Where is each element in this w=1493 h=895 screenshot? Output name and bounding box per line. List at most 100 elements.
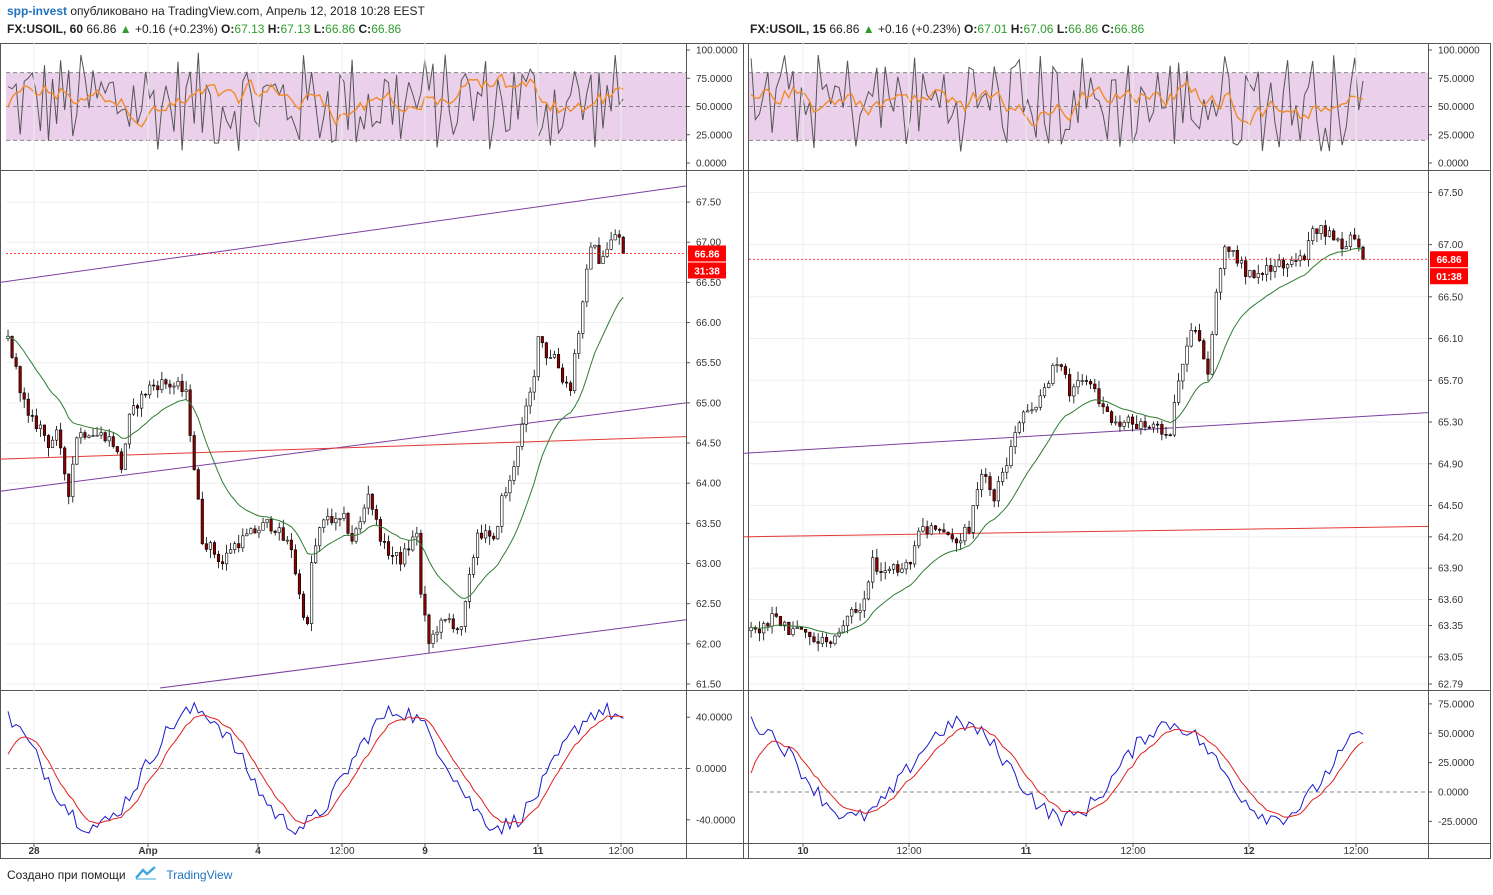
candle-body: [310, 562, 314, 624]
candle-body: [1281, 259, 1285, 269]
candle-body: [366, 493, 370, 509]
candle: [216, 550, 221, 569]
time-tick-label: 9: [422, 846, 428, 857]
candle-body: [1319, 225, 1323, 234]
candle: [459, 626, 463, 636]
candle: [220, 555, 225, 570]
candle: [845, 615, 850, 634]
candle-body: [362, 507, 366, 523]
candle: [1130, 414, 1135, 432]
candle-body: [1084, 380, 1089, 382]
candle: [399, 546, 403, 572]
footer: Создано при помощи TradingView: [7, 866, 232, 884]
candle-body: [342, 513, 346, 519]
candle: [1244, 256, 1248, 285]
candle: [1323, 220, 1327, 246]
candle: [778, 615, 783, 627]
candle: [1206, 351, 1210, 381]
countdown-label: 31:38: [694, 266, 720, 277]
candle-body: [71, 463, 75, 497]
candle-body: [1168, 434, 1172, 437]
candle-body: [1277, 259, 1281, 267]
candle-body: [1189, 330, 1193, 347]
candle-body: [220, 561, 225, 565]
candle-body: [540, 336, 544, 344]
price-tick-label: 67.50: [696, 198, 721, 209]
candle-body: [1348, 234, 1353, 247]
candle: [879, 562, 883, 582]
author-name[interactable]: spp-invest: [7, 4, 68, 18]
stoch-k-line: [750, 715, 1364, 827]
pane2-l-val: 66.86: [1068, 22, 1099, 36]
candle-body: [921, 526, 925, 532]
candle-body: [816, 641, 820, 644]
candle-body: [585, 268, 589, 303]
candle: [14, 353, 18, 370]
candle-body: [508, 480, 512, 494]
candle: [229, 542, 233, 554]
candle: [1281, 257, 1285, 276]
candle: [22, 387, 26, 409]
candle-body: [1227, 246, 1231, 252]
candle: [1122, 420, 1126, 430]
candle: [156, 380, 160, 398]
candle: [803, 629, 808, 639]
candle-body: [455, 628, 459, 631]
candle-body: [496, 526, 500, 540]
candle: [46, 434, 51, 457]
candle-body: [1114, 421, 1118, 424]
candle: [1160, 420, 1164, 441]
candle-body: [390, 555, 395, 557]
candle: [1202, 338, 1206, 360]
candle: [111, 432, 115, 449]
candle: [896, 560, 900, 577]
candle: [496, 525, 500, 541]
candle-body: [504, 492, 508, 497]
candle-body: [946, 531, 950, 535]
candle: [795, 620, 799, 630]
candle-body: [269, 518, 273, 532]
time-tick-label: 28: [28, 846, 40, 857]
candle: [900, 562, 904, 574]
candle: [71, 456, 75, 503]
candle: [1248, 269, 1252, 279]
candle: [1156, 421, 1160, 433]
candle: [75, 436, 79, 465]
price-tick-label: 63.90: [1438, 564, 1463, 575]
candle-body: [1051, 365, 1055, 384]
candle-body: [59, 429, 63, 449]
pane1-last: 66.86: [86, 22, 117, 36]
time-tick-label: 12:00: [1343, 846, 1368, 857]
candle: [1336, 237, 1340, 243]
candle-body: [95, 434, 99, 437]
footer-brand-link[interactable]: TradingView: [166, 868, 233, 882]
candle-body: [749, 627, 753, 632]
candle-body: [791, 628, 795, 636]
time-tick-label: 11: [1021, 846, 1032, 857]
candle: [103, 431, 107, 443]
stoch-k-line: [7, 701, 624, 836]
candle-body: [942, 529, 946, 533]
rsi-tick-label: 25.0000: [1438, 130, 1475, 141]
candle: [475, 529, 480, 566]
candle-body: [229, 549, 233, 554]
candle-body: [435, 631, 439, 635]
candle: [188, 384, 192, 442]
candle-body: [757, 628, 762, 634]
rsi-tick-label: 25.0000: [696, 130, 733, 141]
candle-body: [593, 244, 597, 248]
candle: [265, 518, 269, 528]
candle-body: [208, 542, 212, 550]
candle-body: [1327, 230, 1332, 237]
candle: [297, 569, 302, 600]
price-panel: 67.50 67.00 66.50 66.10 65.70 65.30 64.90 64.50…: [743, 43, 1468, 843]
candle: [601, 250, 605, 265]
candle: [508, 474, 512, 502]
candle: [1109, 410, 1114, 426]
candle: [184, 381, 188, 401]
pane1-symbol[interactable]: FX:USOIL, 60: [7, 22, 84, 36]
pane2-symbol[interactable]: FX:USOIL, 15: [750, 22, 827, 36]
time-tick-label: 12:00: [329, 846, 354, 857]
candle: [1101, 396, 1105, 414]
